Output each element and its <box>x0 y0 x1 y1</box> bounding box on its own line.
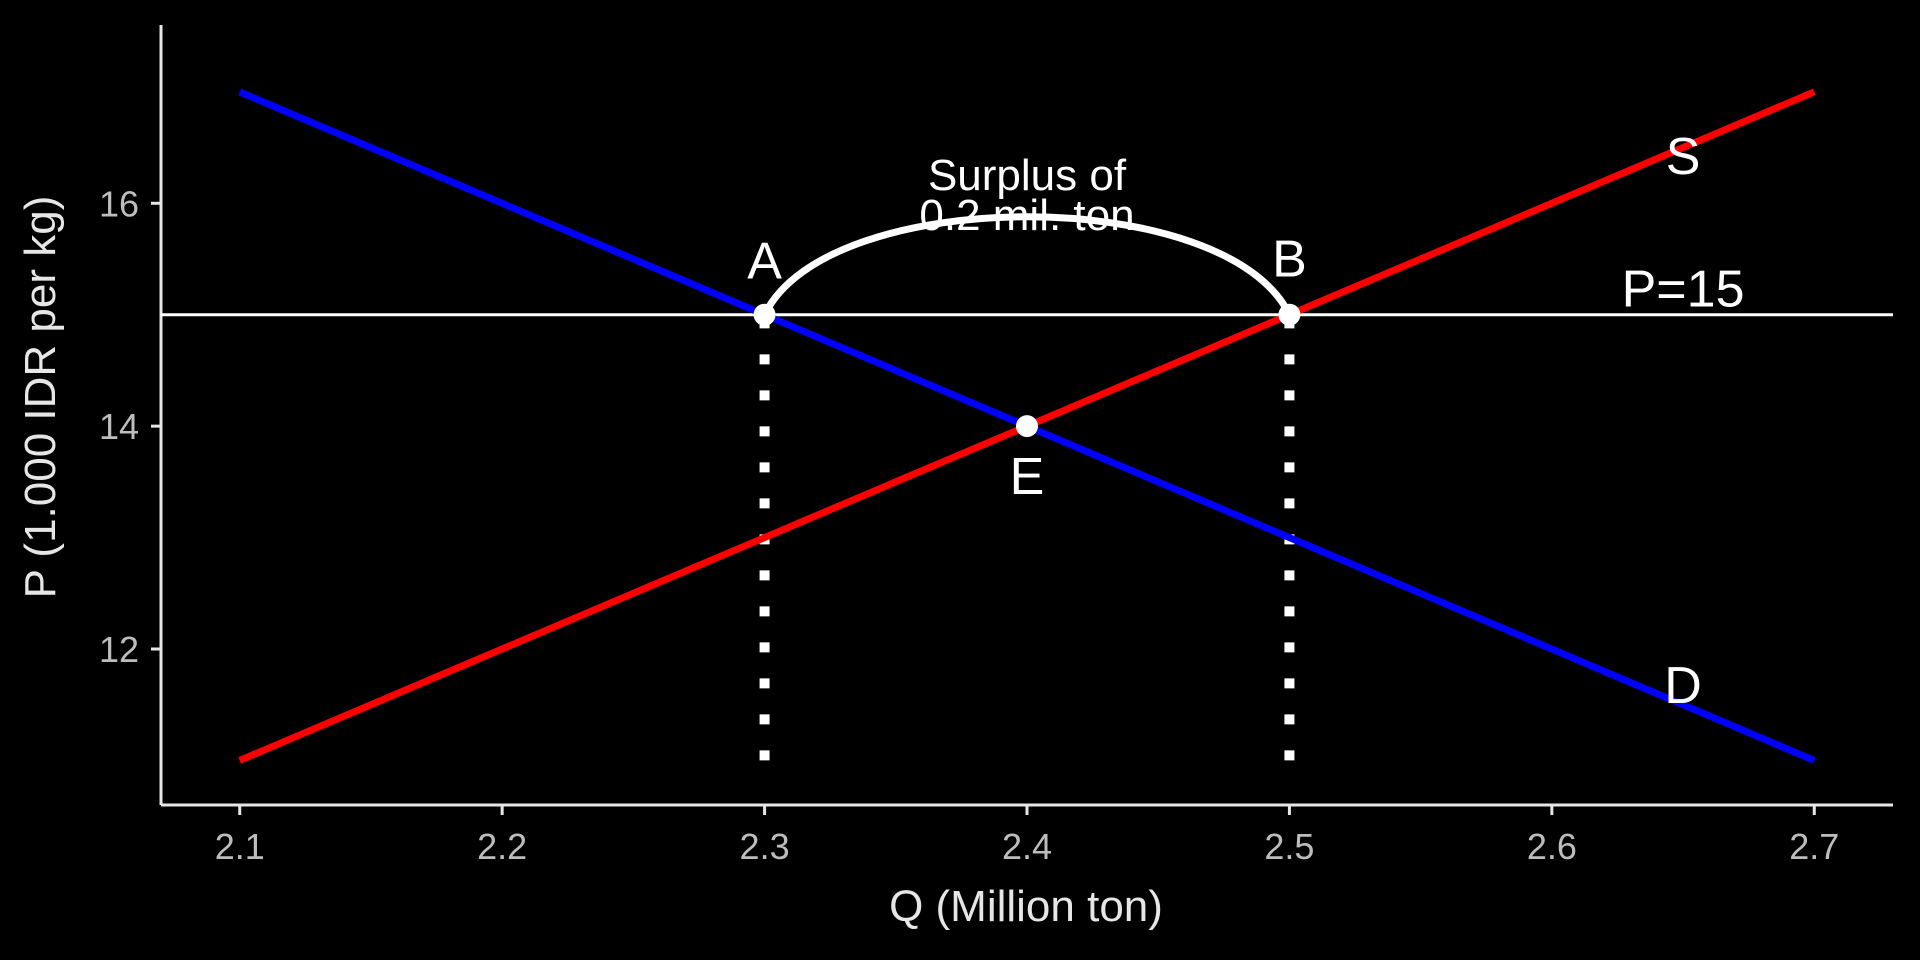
x-tick-label: 2.3 <box>740 826 790 867</box>
surplus-label-line1: Surplus of <box>928 151 1127 200</box>
x-tick-label: 2.7 <box>1789 826 1839 867</box>
supply-curve-label: S <box>1666 128 1701 186</box>
x-tick-label: 2.5 <box>1264 826 1314 867</box>
y-tick-label: 16 <box>99 183 139 224</box>
x-axis-title: Q (Million ton) <box>889 882 1163 931</box>
price-floor-label: P=15 <box>1622 261 1745 319</box>
point-e <box>1016 415 1038 438</box>
x-tick-label: 2.2 <box>477 826 527 867</box>
y-tick-label: 12 <box>99 629 139 670</box>
point-a <box>753 303 776 326</box>
y-tick-label: 14 <box>99 406 139 447</box>
surplus-arc <box>761 213 1293 317</box>
surplus-label-line2: 0.2 mil. ton <box>919 191 1134 240</box>
y-axis-title: P (1.000 IDR per kg) <box>16 196 65 599</box>
point-label-a: A <box>747 233 782 291</box>
demand-curve-label: D <box>1664 657 1702 715</box>
point-label-b: B <box>1272 231 1307 289</box>
x-tick-label: 2.1 <box>215 826 265 867</box>
point-label-e: E <box>1010 448 1045 506</box>
tick-group: 2.1 2.2 2.3 2.4 2.5 2.6 2.7 12 14 16 <box>99 183 1839 867</box>
plot-area <box>161 88 1893 764</box>
x-tick-label: 2.4 <box>1002 826 1052 867</box>
point-b <box>1278 303 1301 326</box>
x-tick-label: 2.6 <box>1527 826 1577 867</box>
annotation-group: A B E Surplus of0.2 mil. ton P=15 S D <box>747 128 1744 715</box>
